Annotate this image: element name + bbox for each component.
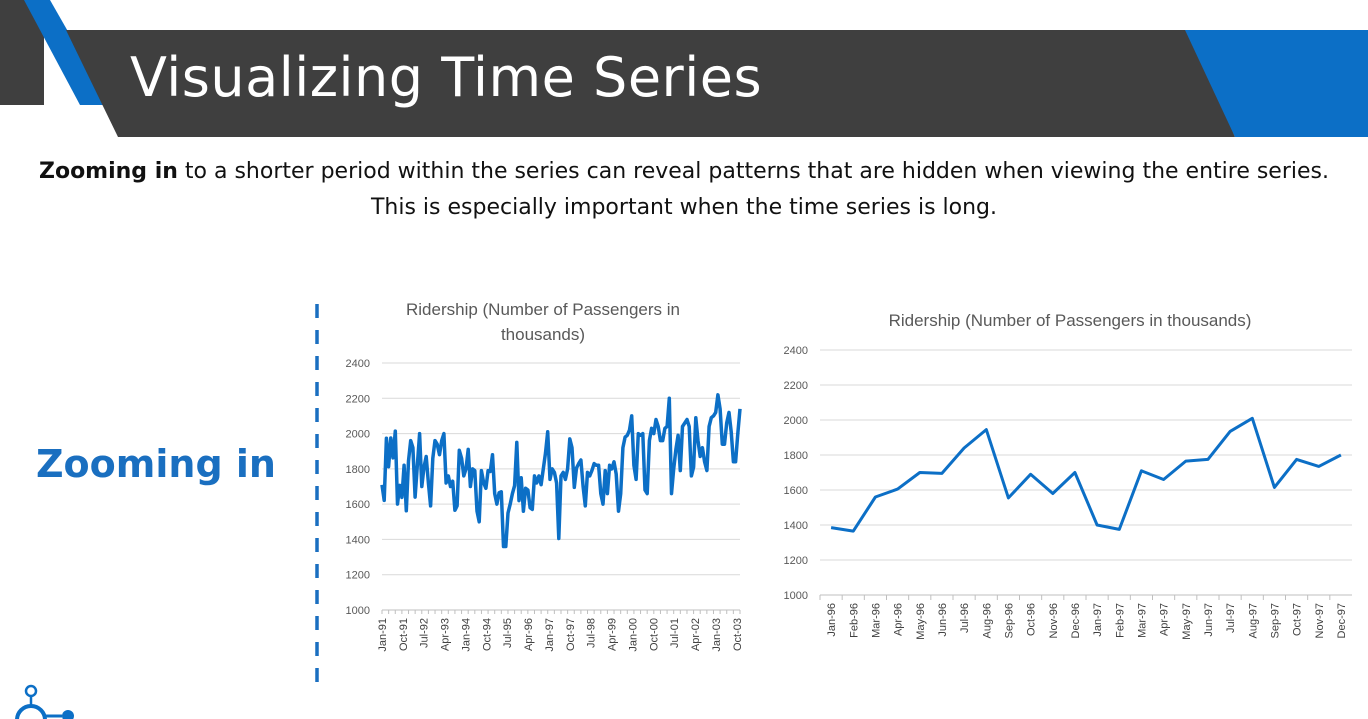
x-tick-label: Apr-99 (607, 618, 619, 651)
x-tick-label: Oct-97 (565, 618, 577, 651)
x-tick-label: Aug-97 (1247, 603, 1259, 638)
zooming-in-label: Zooming in (36, 442, 276, 486)
chart-title: thousands) (501, 325, 585, 344)
y-tick-label: 2200 (346, 393, 370, 405)
x-tick-label: Sep-96 (1003, 603, 1015, 638)
x-tick-label: Jul-97 (1225, 603, 1237, 633)
y-tick-label: 2000 (346, 429, 370, 441)
x-tick-label: Oct-97 (1292, 603, 1304, 636)
y-tick-label: 1600 (346, 499, 370, 511)
x-tick-label: Feb-97 (1114, 603, 1126, 638)
x-tick-label: Jan-03 (711, 618, 723, 652)
x-tick-label: Oct-96 (1026, 603, 1038, 636)
x-tick-label: Jul-92 (419, 618, 431, 648)
chart-full-series: Ridership (Number of Passengers in thousa… (330, 290, 750, 670)
y-tick-label: 1600 (784, 485, 808, 497)
y-tick-label: 1000 (346, 605, 370, 617)
x-tick-label: Jul-95 (502, 618, 514, 648)
intro-text: Zooming in to a shorter period within th… (20, 154, 1348, 226)
x-tick-label: Jan-94 (460, 618, 472, 652)
x-tick-label: Oct-91 (398, 618, 410, 651)
y-tick-label: 1200 (346, 570, 370, 582)
x-tick-label: Apr-93 (440, 618, 452, 651)
slide-title: Visualizing Time Series (130, 46, 763, 109)
chart-full-series-svg: Ridership (Number of Passengers in thousa… (346, 300, 744, 652)
x-tick-label: Jul-96 (959, 603, 971, 633)
intro-rest: to a shorter period within the series ca… (177, 159, 1329, 220)
y-tick-label: 1000 (784, 590, 808, 602)
x-tick-label: Dec-96 (1070, 603, 1082, 638)
x-tick-label: Oct-03 (732, 618, 744, 651)
chart-zoomed-series-svg: Ridership (Number of Passengers in thous… (784, 311, 1352, 640)
y-tick-label: 1400 (346, 534, 370, 546)
x-tick-label: Apr-96 (523, 618, 535, 651)
y-tick-label: 1400 (784, 520, 808, 532)
x-tick-label: Jan-91 (377, 618, 389, 652)
x-tick-label: Nov-96 (1048, 603, 1060, 638)
chart-title: Ridership (Number of Passengers in (406, 300, 680, 319)
y-tick-label: 2200 (784, 380, 808, 392)
intro-bold: Zooming in (39, 159, 178, 184)
x-tick-label: Apr-02 (690, 618, 702, 651)
x-tick-label: Apr-96 (893, 603, 905, 636)
x-tick-label: Feb-96 (848, 603, 860, 638)
y-tick-label: 2000 (784, 415, 808, 427)
x-tick-label: Jul-98 (586, 618, 598, 648)
x-tick-label: Jun-96 (937, 603, 949, 637)
x-tick-label: May-97 (1181, 603, 1193, 640)
x-tick-label: Jun-97 (1203, 603, 1215, 637)
x-tick-label: Mar-97 (1136, 603, 1148, 638)
x-tick-label: Jan-00 (627, 618, 639, 652)
chart-title: Ridership (Number of Passengers in thous… (889, 311, 1252, 330)
x-tick-label: Dec-97 (1336, 603, 1348, 638)
y-tick-label: 1800 (784, 450, 808, 462)
y-tick-label: 2400 (784, 345, 808, 357)
y-tick-label: 1800 (346, 464, 370, 476)
lightbulb-logo-icon (15, 684, 74, 719)
x-tick-label: Jul-01 (669, 618, 681, 648)
series-line (830, 416, 1342, 533)
x-tick-label: Nov-97 (1314, 603, 1326, 638)
x-tick-label: Aug-96 (981, 603, 993, 638)
banner-shapes (0, 0, 1368, 137)
title-banner (0, 0, 1368, 140)
x-tick-label: Apr-97 (1159, 603, 1171, 636)
x-tick-label: Oct-00 (648, 618, 660, 651)
chart-zoomed-series: Ridership (Number of Passengers in thous… (770, 300, 1360, 670)
dashed-divider (315, 304, 319, 682)
x-tick-label: Jan-96 (826, 603, 838, 637)
y-tick-label: 1200 (784, 555, 808, 567)
x-tick-label: Jan-97 (1092, 603, 1104, 637)
x-tick-label: Jan-97 (544, 618, 556, 652)
x-tick-label: Oct-94 (481, 618, 493, 651)
y-tick-label: 2400 (346, 358, 370, 370)
x-tick-label: May-96 (915, 603, 927, 640)
x-tick-label: Mar-96 (870, 603, 882, 638)
x-tick-label: Sep-97 (1269, 603, 1281, 638)
series-line (380, 393, 742, 549)
